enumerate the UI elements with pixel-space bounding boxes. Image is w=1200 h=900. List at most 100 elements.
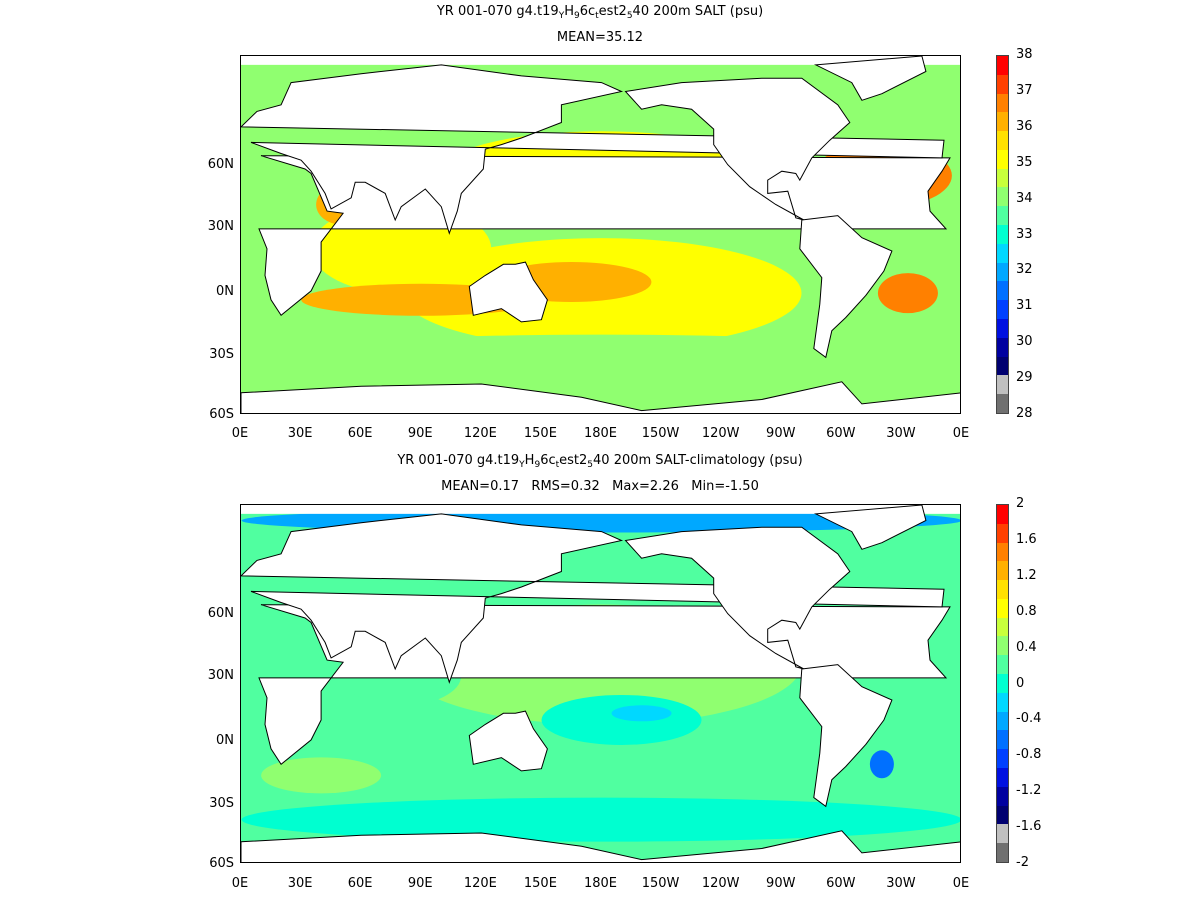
- x-tick-label: 30W: [886, 426, 916, 441]
- x-tick-label: 150E: [523, 876, 557, 891]
- bottom-title: YR 001-070 g4.t19YH96ctest2540 200m SALT…: [397, 453, 803, 470]
- bottom-anomaly-map: [240, 504, 961, 863]
- landmass: [799, 215, 893, 359]
- x-tick-label: 0E: [952, 426, 970, 441]
- top-salinity-map: [240, 55, 961, 414]
- colorbar-tick-label: 33: [1016, 226, 1033, 242]
- x-tick-label: 90E: [407, 426, 433, 441]
- x-tick-label: 0E: [231, 876, 249, 891]
- colorbar-segment: [997, 356, 1008, 376]
- y-tick-label: 60N: [207, 606, 234, 621]
- x-tick-label: 90W: [766, 426, 796, 441]
- colorbar-segment: [997, 523, 1008, 543]
- x-tick-label: 0E: [231, 426, 249, 441]
- colorbar-tick-label: 35: [1016, 154, 1033, 170]
- y-tick-label: 30N: [207, 668, 234, 683]
- landmass: [468, 261, 548, 323]
- colorbar-segment: [997, 262, 1008, 282]
- x-tick-label: 30W: [886, 876, 916, 891]
- x-tick-label: 60W: [826, 876, 856, 891]
- x-tick-label: 120W: [701, 426, 740, 441]
- landmass: [624, 526, 851, 670]
- y-tick-label: 30S: [209, 796, 234, 811]
- colorbar-segment: [997, 93, 1008, 113]
- value-region: [541, 694, 702, 745]
- colorbar-segment: [997, 505, 1008, 524]
- colorbar-segment: [997, 375, 1008, 395]
- value-region: [241, 797, 960, 842]
- colorbar-segment: [997, 112, 1008, 132]
- bottom-subtitle: MEAN=0.17 RMS=0.32 Max=2.26 Min=-1.50: [441, 479, 759, 494]
- value-region: [241, 334, 960, 385]
- landmass: [813, 56, 927, 101]
- colorbar-segment: [997, 318, 1008, 338]
- y-tick-label: 0N: [216, 733, 234, 748]
- colorbar-tick-label: -0.8: [1016, 747, 1042, 763]
- colorbar-segment: [997, 598, 1008, 618]
- colorbar-segment: [997, 786, 1008, 806]
- colorbar-segment: [997, 131, 1008, 150]
- colorbar-segment: [997, 225, 1008, 244]
- colorbar-tick-label: -2: [1016, 855, 1029, 870]
- x-tick-label: 30E: [287, 426, 313, 441]
- colorbar-tick-label: 34: [1016, 190, 1033, 206]
- arctic-ice-mask: [241, 505, 960, 514]
- y-tick-label: 60S: [209, 856, 234, 871]
- colorbar-segment: [997, 824, 1008, 844]
- colorbar-tick-label: -1.6: [1016, 819, 1042, 835]
- colorbar-tick-label: 1.6: [1016, 531, 1037, 547]
- landmass: [241, 381, 960, 413]
- x-tick-label: 120E: [463, 876, 497, 891]
- colorbar-tick-label: 32: [1016, 262, 1033, 278]
- colorbar-tick-label: 29: [1016, 370, 1033, 386]
- colorbar-segment: [997, 300, 1008, 319]
- landmass: [624, 77, 851, 221]
- colorbar-tick-label: 37: [1016, 82, 1033, 98]
- arctic-ice-mask: [241, 56, 960, 65]
- landmass: [813, 505, 927, 550]
- colorbar-tick-label: 0: [1016, 675, 1025, 691]
- colorbar-segment: [997, 243, 1008, 263]
- bottom-colorbar: [996, 504, 1009, 863]
- colorbar-tick-label: 0.8: [1016, 603, 1037, 619]
- colorbar-tick-label: 38: [1016, 47, 1033, 62]
- colorbar-tick-label: 1.2: [1016, 567, 1037, 583]
- colorbar-tick-label: 2: [1016, 496, 1025, 511]
- x-tick-label: 60E: [347, 426, 373, 441]
- colorbar-tick-label: -1.2: [1016, 783, 1042, 799]
- colorbar-segment: [997, 843, 1008, 862]
- landmass: [241, 830, 960, 862]
- y-tick-label: 60S: [209, 407, 234, 422]
- colorbar-segment: [997, 337, 1008, 357]
- top-colorbar: [996, 55, 1009, 414]
- x-tick-label: 150W: [641, 876, 680, 891]
- colorbar-segment: [997, 674, 1008, 693]
- colorbar-segment: [997, 206, 1008, 226]
- landmass: [468, 710, 548, 772]
- colorbar-tick-label: -0.4: [1016, 711, 1042, 727]
- landmass: [799, 664, 893, 808]
- x-tick-label: 90E: [407, 876, 433, 891]
- x-tick-label: 180E: [583, 876, 618, 891]
- value-region: [611, 705, 672, 722]
- value-region: [877, 273, 938, 314]
- colorbar-segment: [997, 149, 1008, 169]
- colorbar-segment: [997, 580, 1008, 599]
- colorbar-tick-label: 0.4: [1016, 639, 1037, 655]
- top-subtitle: MEAN=35.12: [556, 30, 644, 45]
- x-tick-label: 30E: [287, 876, 313, 891]
- colorbar-tick-label: 28: [1016, 406, 1033, 421]
- x-tick-label: 60E: [347, 876, 373, 891]
- colorbar-segment: [997, 56, 1008, 75]
- y-tick-label: 60N: [207, 157, 234, 172]
- x-tick-label: 0E: [952, 876, 970, 891]
- colorbar-segment: [997, 542, 1008, 562]
- x-tick-label: 120E: [463, 426, 497, 441]
- colorbar-segment: [997, 711, 1008, 731]
- colorbar-segment: [997, 187, 1008, 207]
- colorbar-segment: [997, 805, 1008, 825]
- colorbar-segment: [997, 692, 1008, 712]
- x-tick-label: 180E: [583, 426, 618, 441]
- colorbar-tick-label: 30: [1016, 334, 1033, 350]
- colorbar-segment: [997, 168, 1008, 188]
